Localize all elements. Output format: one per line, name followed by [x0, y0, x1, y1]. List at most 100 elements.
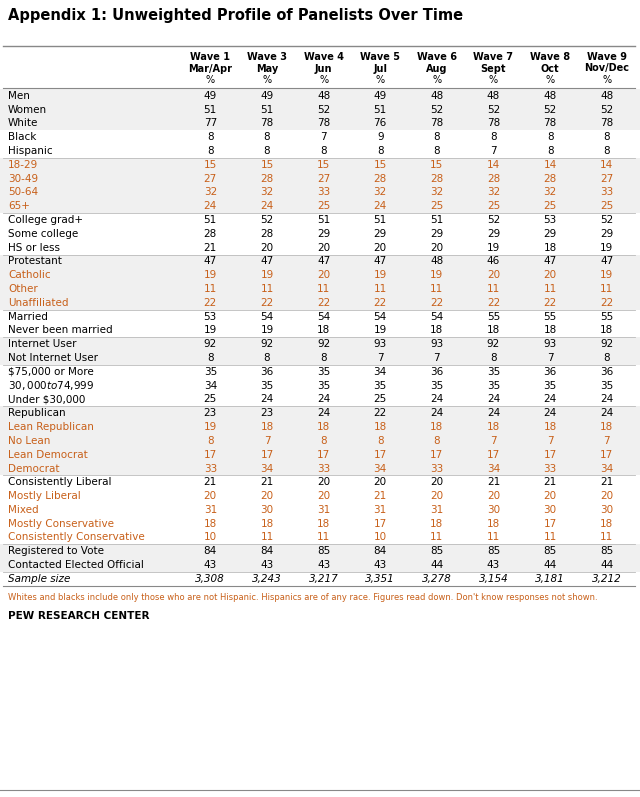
Bar — [0, 475, 640, 489]
Text: 24: 24 — [374, 202, 387, 211]
Text: Lean Democrat: Lean Democrat — [8, 450, 88, 460]
Bar — [0, 544, 640, 558]
Bar — [0, 365, 640, 379]
Text: 11: 11 — [260, 284, 273, 294]
Text: 19: 19 — [600, 243, 613, 253]
Text: 31: 31 — [430, 505, 444, 515]
Text: 10: 10 — [204, 532, 217, 543]
Text: 8: 8 — [604, 146, 610, 156]
Text: 7: 7 — [547, 436, 554, 446]
Text: 32: 32 — [260, 187, 273, 198]
Text: 25: 25 — [543, 202, 557, 211]
Bar — [0, 448, 640, 461]
Bar — [0, 434, 640, 448]
Text: 11: 11 — [600, 284, 613, 294]
Text: 8: 8 — [490, 132, 497, 143]
Text: 11: 11 — [487, 532, 500, 543]
Text: 8: 8 — [207, 436, 214, 446]
Text: 24: 24 — [260, 395, 273, 405]
Text: 19: 19 — [204, 325, 217, 336]
Text: 7: 7 — [433, 353, 440, 363]
Text: 3,243: 3,243 — [252, 574, 282, 584]
Text: 35: 35 — [487, 367, 500, 377]
Text: 78: 78 — [260, 119, 273, 128]
Text: 28: 28 — [374, 174, 387, 183]
Text: 22: 22 — [374, 408, 387, 418]
Text: Under $30,000: Under $30,000 — [8, 395, 85, 405]
Bar — [0, 158, 640, 172]
Text: 18: 18 — [600, 519, 613, 528]
Text: 22: 22 — [374, 298, 387, 308]
Text: 7: 7 — [377, 353, 383, 363]
Text: Never been married: Never been married — [8, 325, 113, 336]
Text: %: % — [319, 75, 328, 85]
Text: 3,154: 3,154 — [479, 574, 508, 584]
Bar — [0, 172, 640, 186]
Text: 21: 21 — [600, 477, 613, 487]
Text: Republican: Republican — [8, 408, 66, 418]
Text: Mostly Conservative: Mostly Conservative — [8, 519, 114, 528]
Text: 43: 43 — [317, 560, 330, 570]
Text: 24: 24 — [204, 202, 217, 211]
Text: 10: 10 — [374, 532, 387, 543]
Text: Some college: Some college — [8, 229, 78, 239]
Bar — [0, 227, 640, 241]
Text: 34: 34 — [600, 464, 613, 473]
Text: 48: 48 — [430, 91, 444, 101]
Text: 17: 17 — [487, 450, 500, 460]
Text: 30: 30 — [600, 505, 613, 515]
Bar — [0, 310, 640, 324]
Text: 78: 78 — [430, 119, 444, 128]
Text: 18: 18 — [260, 519, 273, 528]
Text: 85: 85 — [430, 546, 444, 556]
Text: 52: 52 — [600, 104, 613, 115]
Text: 18: 18 — [204, 519, 217, 528]
Text: 17: 17 — [374, 450, 387, 460]
Text: 84: 84 — [260, 546, 273, 556]
Text: 23: 23 — [204, 408, 217, 418]
Bar — [0, 420, 640, 434]
Text: 51: 51 — [204, 104, 217, 115]
Text: 22: 22 — [317, 298, 330, 308]
Text: 24: 24 — [543, 408, 557, 418]
Bar — [0, 254, 640, 269]
Text: 18: 18 — [543, 243, 557, 253]
Text: 3,181: 3,181 — [535, 574, 565, 584]
Text: 28: 28 — [487, 174, 500, 183]
Text: 17: 17 — [543, 450, 557, 460]
Text: 20: 20 — [260, 491, 273, 501]
Text: 32: 32 — [430, 187, 444, 198]
Text: 25: 25 — [430, 202, 444, 211]
Text: 24: 24 — [487, 395, 500, 405]
Text: 44: 44 — [600, 560, 613, 570]
Text: Registered to Vote: Registered to Vote — [8, 546, 104, 556]
Text: 47: 47 — [543, 257, 557, 266]
Bar — [0, 531, 640, 544]
Text: 51: 51 — [374, 215, 387, 225]
Text: College grad+: College grad+ — [8, 215, 83, 225]
Text: 3,278: 3,278 — [422, 574, 452, 584]
Text: 20: 20 — [430, 243, 444, 253]
Text: Consistently Liberal: Consistently Liberal — [8, 477, 111, 487]
Text: 35: 35 — [317, 381, 330, 391]
Text: 19: 19 — [374, 325, 387, 336]
Text: Jul: Jul — [373, 64, 387, 73]
Text: 8: 8 — [207, 353, 214, 363]
Text: Mostly Liberal: Mostly Liberal — [8, 491, 81, 501]
Text: 92: 92 — [600, 340, 613, 349]
Text: 24: 24 — [600, 408, 613, 418]
Text: 20: 20 — [317, 270, 330, 281]
Text: 33: 33 — [204, 464, 217, 473]
Text: 17: 17 — [260, 450, 273, 460]
Text: 32: 32 — [487, 187, 500, 198]
Bar — [0, 269, 640, 282]
Text: Wave 5: Wave 5 — [360, 52, 400, 62]
Text: 18: 18 — [600, 325, 613, 336]
Text: 19: 19 — [487, 243, 500, 253]
Bar — [0, 186, 640, 199]
Text: 19: 19 — [374, 270, 387, 281]
Text: Whites and blacks include only those who are not Hispanic. Hispanics are of any : Whites and blacks include only those who… — [8, 593, 598, 602]
Text: 35: 35 — [430, 381, 444, 391]
Text: 44: 44 — [543, 560, 557, 570]
Text: 18: 18 — [317, 325, 330, 336]
